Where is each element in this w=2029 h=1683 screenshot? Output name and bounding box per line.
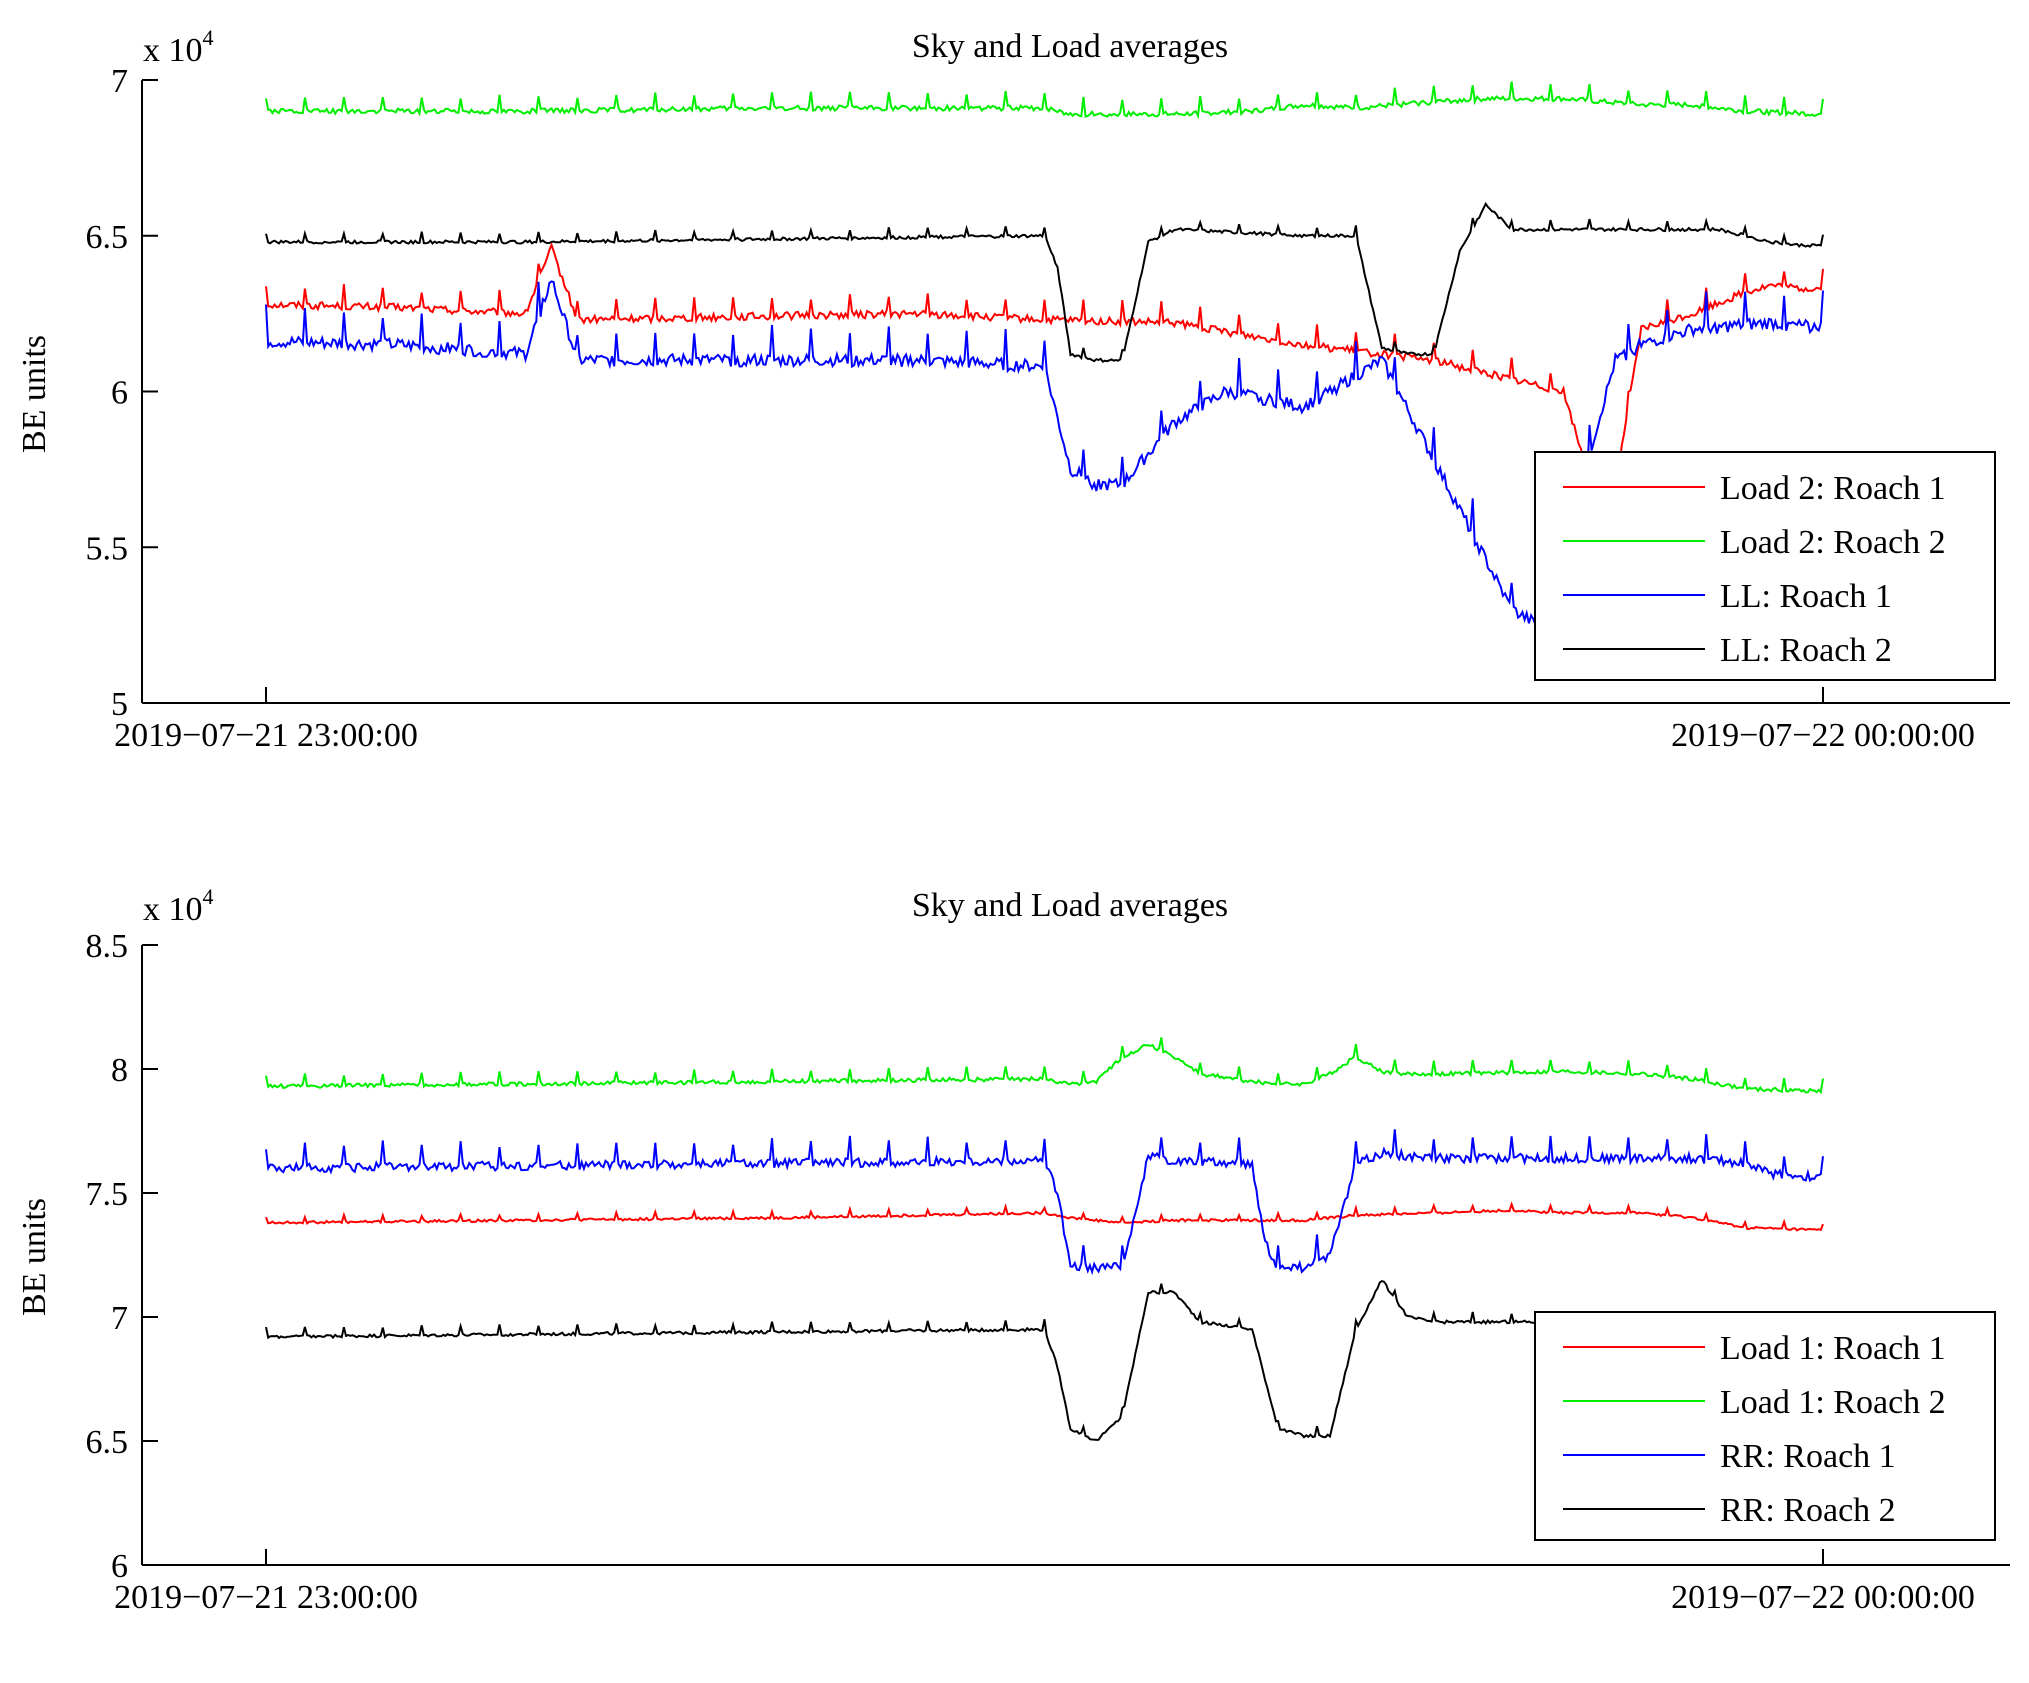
legend-entry-label: Load 1: Roach 1 (1720, 1330, 1946, 1367)
y-tick-label: 6 (111, 375, 128, 412)
plot-area (265, 81, 1824, 633)
y-tick-label: 7.5 (86, 1176, 129, 1213)
legend: Load 1: Roach 1 Load 1: Roach 2 RR: Roach … (1534, 1311, 1996, 1541)
x-tick-label: 2019−07−22 00:00:00 (1671, 717, 1975, 754)
series-line-3 (265, 1129, 1824, 1276)
series-line-1 (265, 1201, 1824, 1232)
y-multiplier: x 104 (143, 884, 214, 928)
y-tick-label: 8.5 (86, 928, 129, 965)
chart-bottom: Sky and Load averages x 104 BE units 6 6.… (16, 884, 2010, 1616)
legend-entry-label: Load 2: Roach 1 (1720, 470, 1946, 507)
legend-entry-label: Load 2: Roach 2 (1720, 524, 1946, 561)
legend-entry-label: LL: Roach 1 (1720, 578, 1892, 615)
y-tick-label: 5 (111, 686, 128, 723)
y-tick-label: 7 (111, 63, 128, 100)
legend-box (1534, 1311, 1996, 1541)
series-line-2 (265, 1037, 1824, 1095)
y-tick-label: 6.5 (86, 219, 129, 256)
x-tick-label: 2019−07−21 23:00:00 (114, 1579, 418, 1616)
legend: Load 2: Roach 1 Load 2: Roach 2 LL: Roach … (1534, 451, 1996, 681)
y-axis-label: BE units (16, 1198, 53, 1316)
legend-entry-label: RR: Roach 2 (1720, 1492, 1896, 1529)
axes: 5 5.5 6 6.5 7 2019−07−21 23:00:00 2019−07−22 0… (86, 63, 2010, 754)
axes: 6 6.5 7 7.5 8 8.5 2019−07−21 23:00:00 2019−07−2… (86, 928, 2010, 1616)
y-tick-label: 5.5 (86, 530, 129, 567)
x-tick-label: 2019−07−21 23:00:00 (114, 717, 418, 754)
y-axis-label: BE units (16, 335, 53, 453)
legend-entry-label: LL: Roach 2 (1720, 632, 1892, 669)
y-tick-label: 8 (111, 1052, 128, 1089)
series-line-2 (265, 81, 1824, 120)
chart-title: Sky and Load averages (912, 887, 1228, 924)
legend-box (1534, 451, 1996, 681)
chart-top: Sky and Load averages x 104 BE units 5 5.… (16, 25, 2010, 754)
y-tick-label: 7 (111, 1300, 128, 1337)
y-multiplier: x 104 (143, 25, 214, 69)
legend-entry-label: RR: Roach 1 (1720, 1438, 1896, 1475)
series-line-1 (265, 242, 1824, 489)
series-line-4 (265, 201, 1824, 363)
chart-title: Sky and Load averages (912, 28, 1228, 65)
y-tick-label: 6.5 (86, 1424, 129, 1461)
x-tick-label: 2019−07−22 00:00:00 (1671, 1579, 1975, 1616)
legend-entry-label: Load 1: Roach 2 (1720, 1384, 1946, 1421)
y-tick-label: 6 (111, 1548, 128, 1585)
